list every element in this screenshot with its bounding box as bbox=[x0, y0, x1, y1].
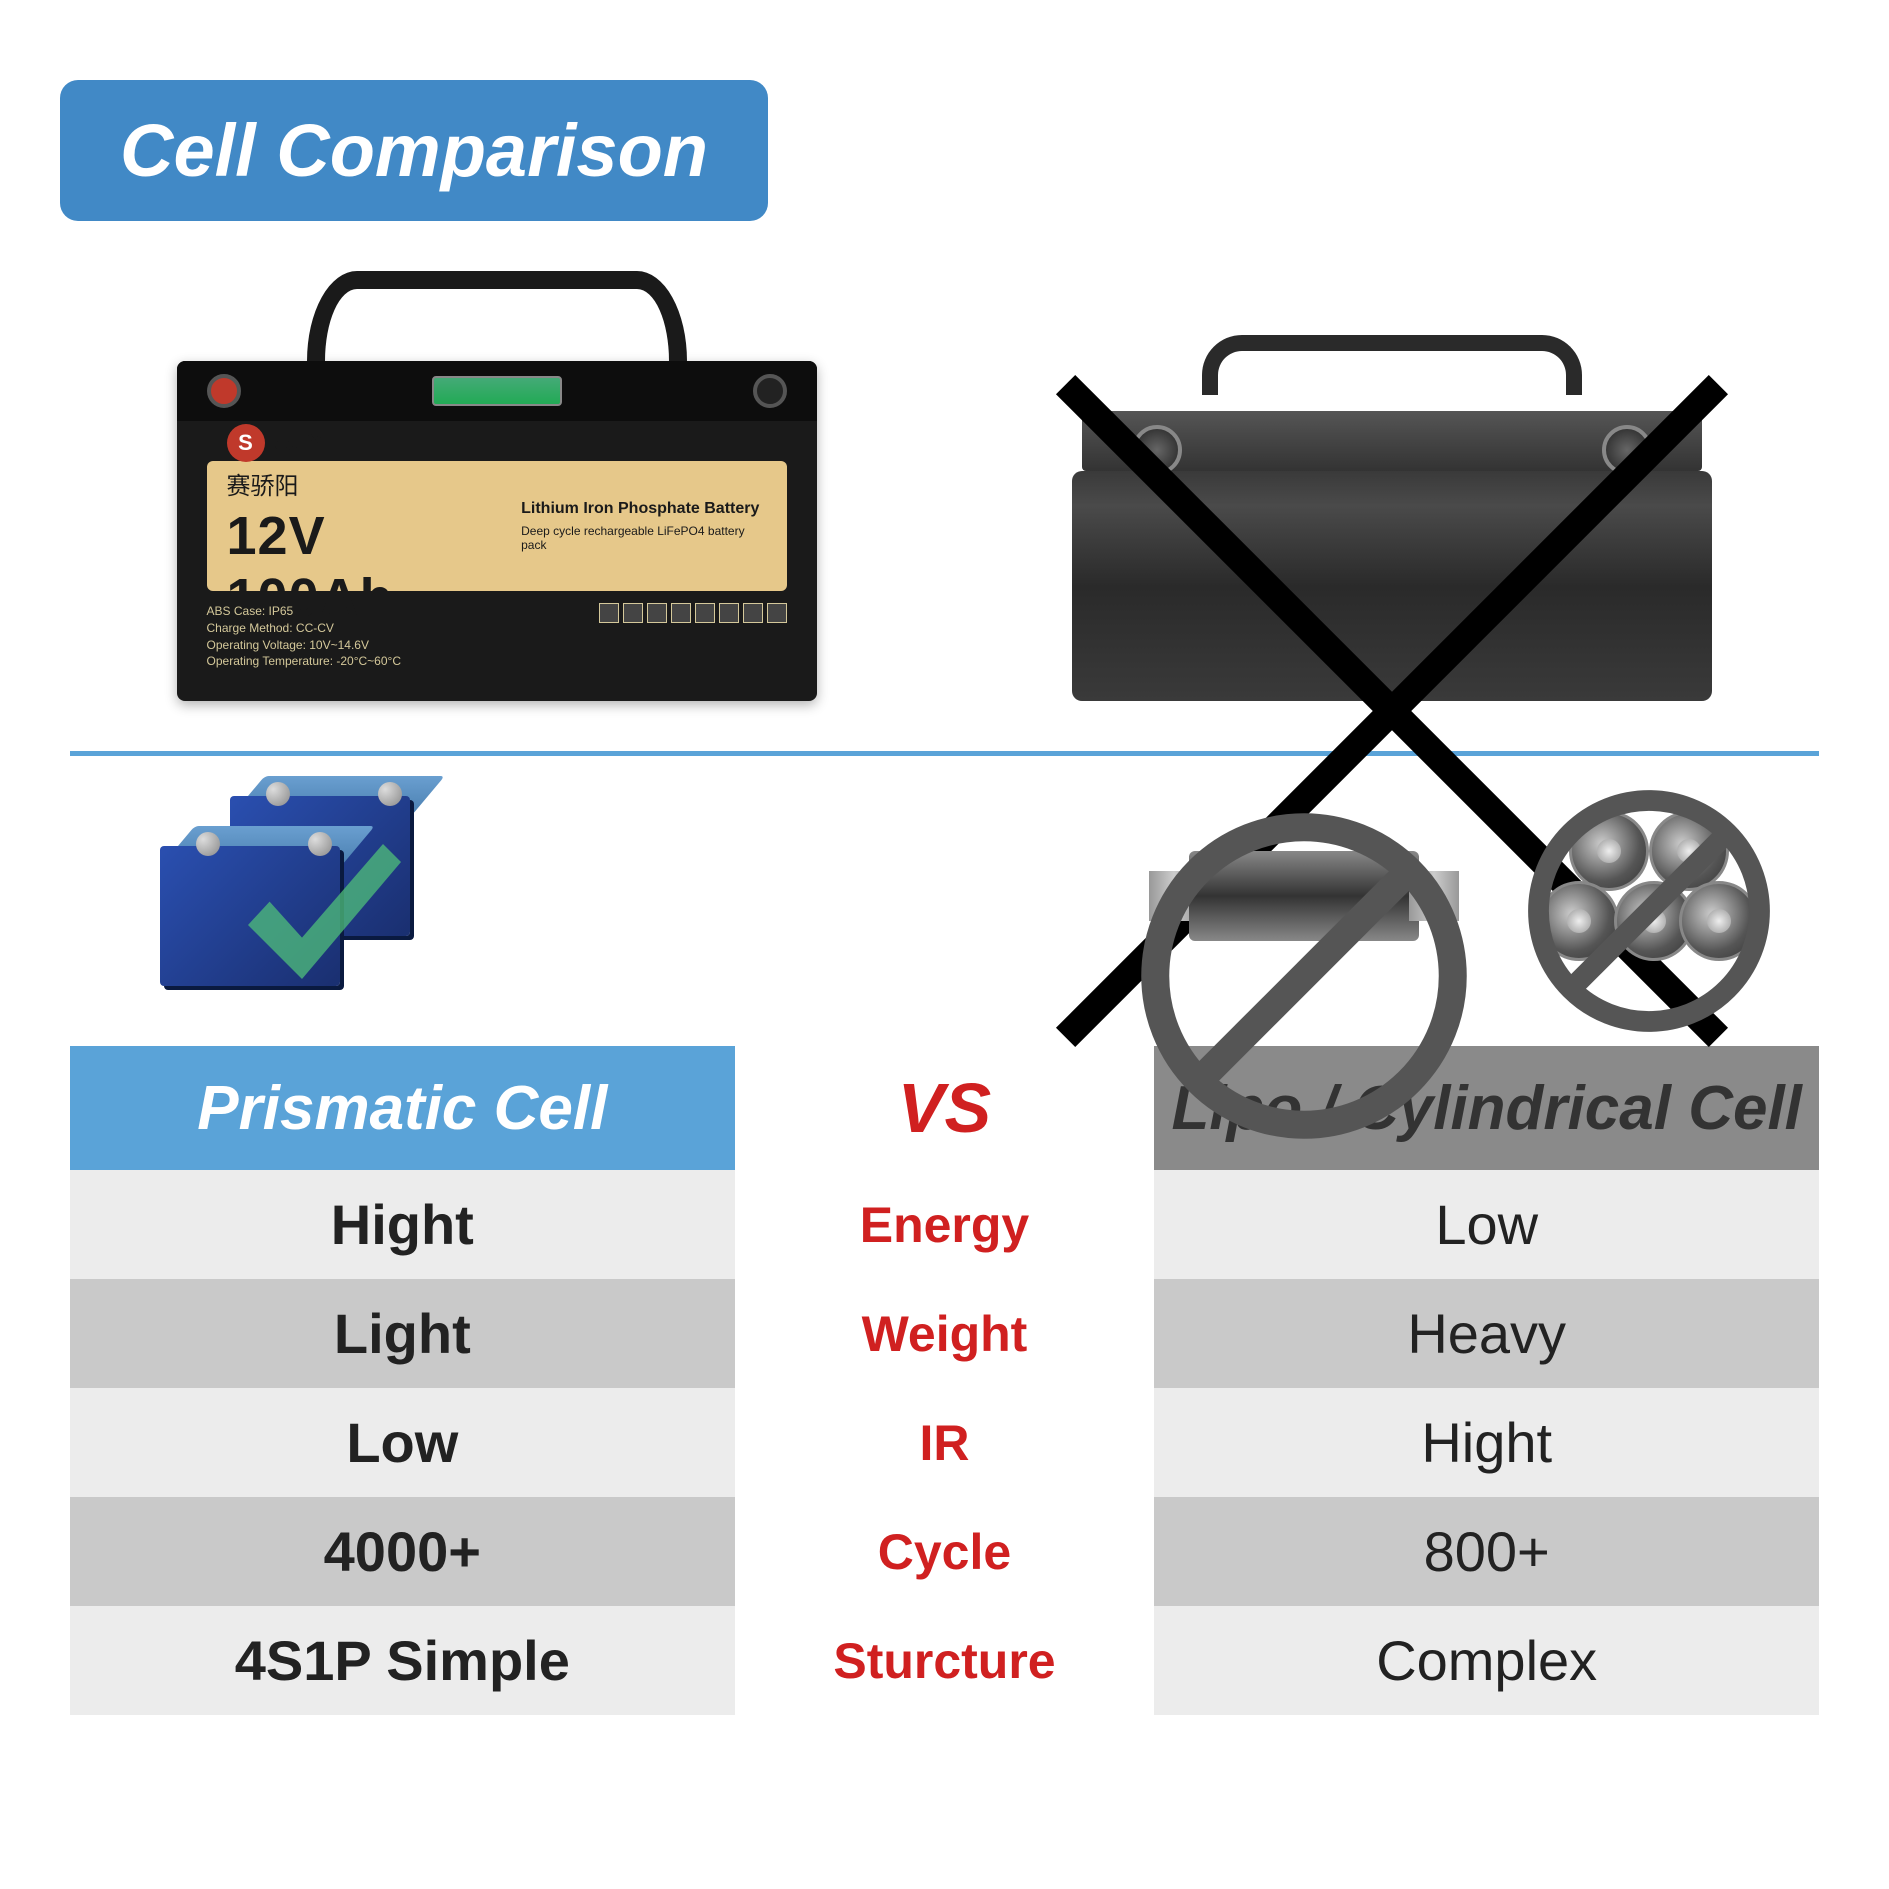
terminal-positive-icon bbox=[207, 374, 241, 408]
battery-info-4: Operating Temperature: -20°C~60°C bbox=[207, 653, 401, 670]
cell-left: 4S1P Simple bbox=[70, 1606, 735, 1715]
table-row: Low IR Hight bbox=[70, 1388, 1819, 1497]
battery-desc2: Deep cycle rechargeable LiFePO4 battery … bbox=[521, 524, 766, 552]
header-left: Prismatic Cell bbox=[70, 1046, 735, 1170]
cell-mid: Cycle bbox=[735, 1497, 1155, 1606]
warning-icons bbox=[599, 603, 787, 670]
products-row: S SJY 赛骄阳 12V 100Ah Lithium Iron Phospha… bbox=[40, 221, 1849, 741]
cells-row bbox=[40, 756, 1849, 1036]
header-vs: VS bbox=[735, 1046, 1155, 1170]
cell-left: Hight bbox=[70, 1170, 735, 1279]
table-header-row: Prismatic Cell VS Lipo / Cylindrical Cel… bbox=[70, 1046, 1819, 1170]
brand-logo-icon: S bbox=[227, 424, 265, 462]
cell-right: Hight bbox=[1154, 1388, 1819, 1497]
cell-right: 800+ bbox=[1154, 1497, 1819, 1606]
table-row: Light Weight Heavy bbox=[70, 1279, 1819, 1388]
battery-info-3: Operating Voltage: 10V~14.6V bbox=[207, 637, 401, 654]
cylindrical-cell-icon bbox=[1539, 801, 1759, 991]
cell-left: Light bbox=[70, 1279, 735, 1388]
brand-short: SJY bbox=[275, 427, 324, 458]
brand-zh: 赛骄阳 bbox=[227, 466, 299, 501]
lcd-icon bbox=[432, 376, 562, 406]
prismatic-cell-group bbox=[130, 786, 460, 1006]
terminal-negative-icon bbox=[753, 374, 787, 408]
table-row: 4S1P Simple Sturcture Complex bbox=[70, 1606, 1819, 1715]
product-bad bbox=[1026, 281, 1759, 701]
cell-right: Heavy bbox=[1154, 1279, 1819, 1388]
battery-left-illustration: S SJY 赛骄阳 12V 100Ah Lithium Iron Phospha… bbox=[177, 361, 817, 701]
comparison-table: Prismatic Cell VS Lipo / Cylindrical Cel… bbox=[70, 1046, 1819, 1715]
table-row: Hight Energy Low bbox=[70, 1170, 1819, 1279]
header-right: Lipo / Cylindrical Cell bbox=[1154, 1046, 1819, 1170]
battery-info-1: ABS Case: IP65 bbox=[207, 603, 401, 620]
table-row: 4000+ Cycle 800+ bbox=[70, 1497, 1819, 1606]
battery-right-illustration bbox=[1072, 391, 1712, 701]
page-title-badge: Cell Comparison bbox=[60, 80, 768, 221]
pouch-cell-icon bbox=[1149, 821, 1459, 971]
cell-mid: Weight bbox=[735, 1279, 1155, 1388]
checkmark-icon bbox=[220, 826, 420, 1006]
prismatic-cell-icon bbox=[130, 786, 460, 1006]
product-good: S SJY 赛骄阳 12V 100Ah Lithium Iron Phospha… bbox=[130, 281, 863, 701]
cell-left: 4000+ bbox=[70, 1497, 735, 1606]
cell-right: Low bbox=[1154, 1170, 1819, 1279]
cell-left: Low bbox=[70, 1388, 735, 1497]
battery-info-2: Charge Method: CC-CV bbox=[207, 620, 401, 637]
cell-mid: IR bbox=[735, 1388, 1155, 1497]
cell-mid: Sturcture bbox=[735, 1606, 1155, 1715]
cell-right: Complex bbox=[1154, 1606, 1819, 1715]
battery-desc1: Lithium Iron Phosphate Battery bbox=[521, 500, 766, 518]
bad-cells-group bbox=[1149, 801, 1759, 991]
cell-mid: Energy bbox=[735, 1170, 1155, 1279]
